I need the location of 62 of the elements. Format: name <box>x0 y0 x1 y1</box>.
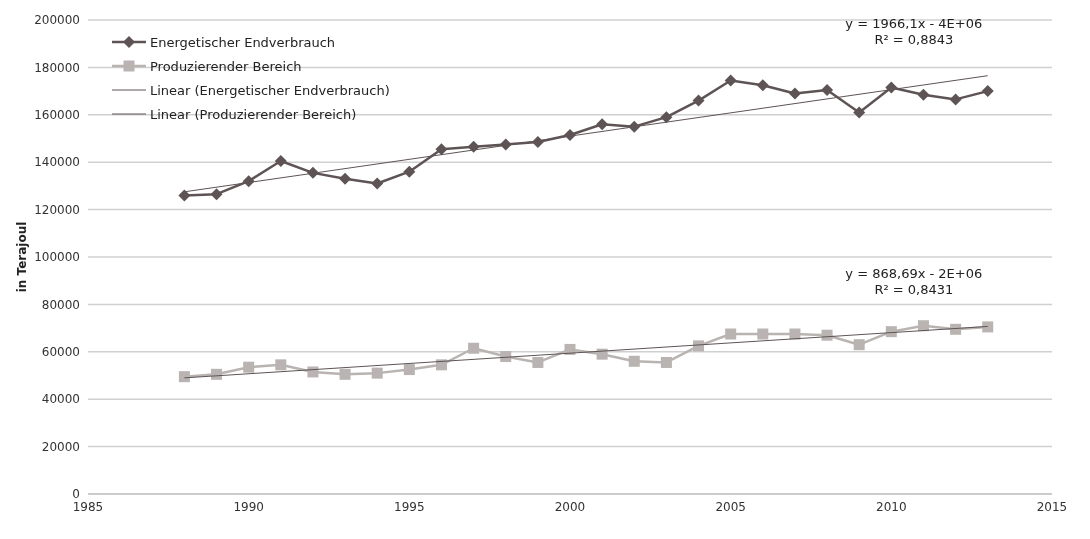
point <box>243 361 255 373</box>
point <box>468 342 480 354</box>
point <box>275 359 287 371</box>
y-tick-label: 200000 <box>34 13 80 28</box>
point <box>596 118 609 131</box>
point <box>757 328 769 340</box>
point <box>917 320 929 332</box>
y-tick-label: 0 <box>72 487 80 502</box>
y-tick-label: 120000 <box>34 202 80 217</box>
y-tick-label: 40000 <box>41 392 80 407</box>
point <box>982 321 994 333</box>
point <box>788 87 801 100</box>
x-tick-label: 2000 <box>554 499 586 514</box>
point <box>210 188 223 201</box>
point <box>371 177 384 190</box>
y-tick-label: 80000 <box>41 297 80 312</box>
legend-label: Linear (Energetischer Endverbrauch) <box>150 82 390 98</box>
point <box>756 79 769 92</box>
point <box>532 356 544 368</box>
y-axis-title: in Terajoul <box>15 221 30 293</box>
point <box>178 189 191 202</box>
x-tick-label: 1985 <box>72 499 104 514</box>
x-tick-label: 2010 <box>876 499 907 514</box>
point <box>660 356 672 368</box>
annotation: y = 1966,1x - 4E+06 <box>845 15 983 31</box>
point <box>950 323 962 335</box>
annotation: R² = 0,8843 <box>874 31 954 47</box>
point <box>725 328 737 340</box>
annotation: y = 868,69x - 2E+06 <box>845 266 983 282</box>
legend-label: Produzierender Bereich <box>150 58 302 74</box>
legend-label: Linear (Produzierender Bereich) <box>150 106 357 122</box>
point <box>178 371 190 383</box>
x-tick-label: 2015 <box>1036 499 1068 514</box>
y-tick-label: 60000 <box>41 345 80 360</box>
point <box>885 326 897 338</box>
point <box>274 155 287 168</box>
annotation: R² = 0,8431 <box>874 282 954 298</box>
y-tick-label: 180000 <box>34 60 80 75</box>
point <box>981 85 994 98</box>
x-tick-label: 1995 <box>394 499 425 514</box>
point <box>853 106 866 119</box>
point <box>917 88 930 101</box>
y-tick-label: 20000 <box>41 439 80 454</box>
point <box>821 83 834 96</box>
point <box>339 368 351 380</box>
legend-label: Energetischer Endverbrauch <box>150 34 336 50</box>
x-tick-label: 1990 <box>233 499 264 514</box>
point <box>660 111 673 124</box>
point <box>403 165 416 178</box>
point <box>403 364 415 376</box>
point <box>628 355 640 367</box>
y-tick-label: 140000 <box>34 155 80 170</box>
point <box>339 172 352 185</box>
point <box>724 74 737 87</box>
y-tick-label: 100000 <box>34 250 80 265</box>
y-tick-label: 160000 <box>34 108 80 123</box>
point <box>949 93 962 106</box>
x-tick-label: 2005 <box>715 499 746 514</box>
point <box>692 94 705 107</box>
point <box>435 143 448 156</box>
point <box>853 339 865 351</box>
point <box>371 367 383 379</box>
